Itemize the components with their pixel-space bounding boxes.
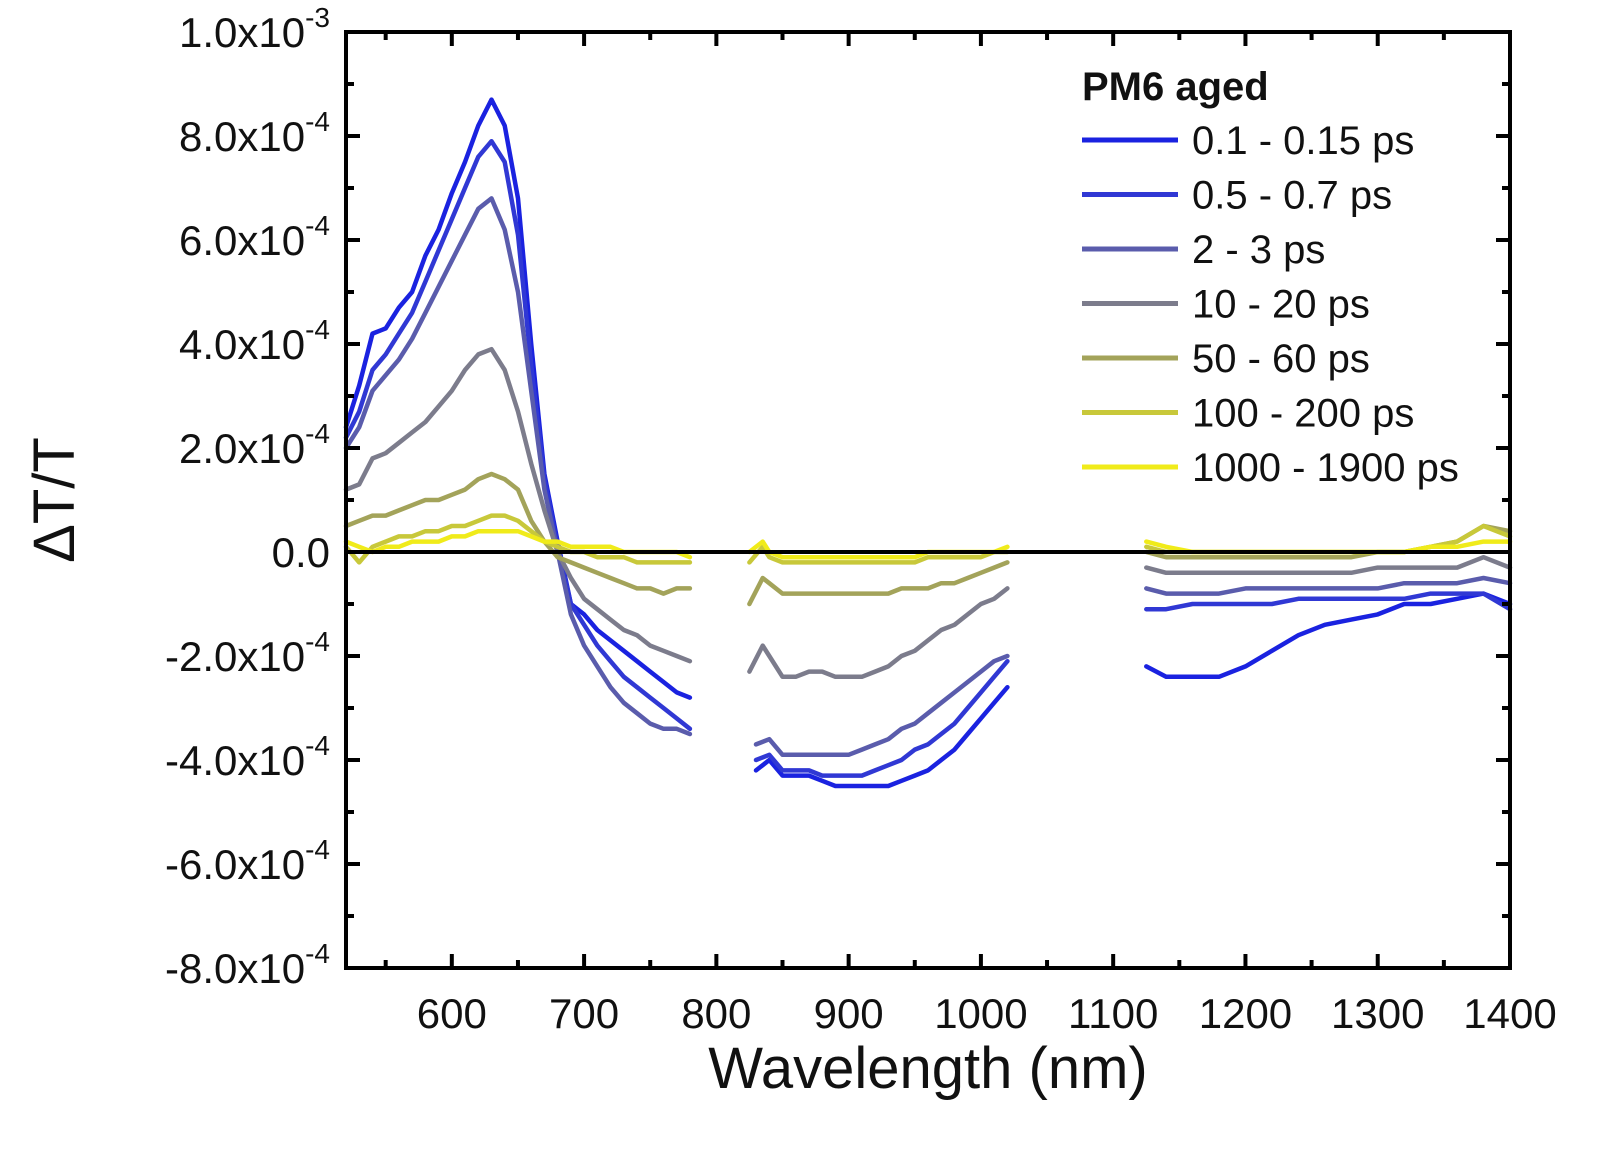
legend-label: 0.1 - 0.15 ps: [1192, 119, 1414, 163]
legend-entry-6: 100 - 200 ps: [1082, 392, 1414, 436]
x-tick-labels: 600 700 800 900 1000 1100 1200 1300 1400: [417, 990, 1557, 1037]
y-tick-label: -4.0x10-4: [165, 730, 330, 784]
y-tick-exponent: -4: [305, 626, 330, 657]
y-tick-exponent: -4: [305, 418, 330, 449]
series-1-segment-1: [343, 97, 693, 700]
legend-label: 0.5 - 0.7 ps: [1192, 174, 1392, 218]
legend-label: 50 - 60 ps: [1192, 337, 1370, 381]
series-5-segment-1: [343, 471, 693, 596]
x-tick-label: 800: [681, 990, 751, 1037]
legend-title: PM6 aged: [1082, 65, 1269, 109]
y-tick-label: 4.0x10-4: [179, 314, 330, 368]
legend-label: 1000 - 1900 ps: [1192, 446, 1459, 490]
y-tick-label: 2.0x10-4: [179, 418, 330, 472]
x-tick-label: 1200: [1199, 990, 1292, 1037]
y-tick-exponent: -4: [305, 938, 330, 969]
ticks-layer: [346, 30, 1512, 970]
y-tick-exponent: -4: [305, 106, 330, 137]
y-tick-labels: 1.0x10-38.0x10-46.0x10-44.0x10-42.0x10-4…: [165, 2, 330, 992]
y-axis-title: ΔT/T: [22, 437, 87, 563]
series-4-segment-1: [343, 346, 693, 664]
legend-entry-1: 0.1 - 0.15 ps: [1082, 119, 1414, 163]
legend-entry-4: 10 - 20 ps: [1082, 283, 1370, 327]
y-tick-label: 6.0x10-4: [179, 210, 330, 264]
y-tick-label: -2.0x10-4: [165, 626, 330, 680]
series-6-segment-1: [343, 513, 693, 565]
series-2-segment-3: [1144, 591, 1513, 612]
y-tick-label: 8.0x10-4: [179, 106, 330, 160]
y-tick-mantissa: 8.0x10: [179, 113, 305, 160]
y-tick-mantissa: 2.0x10: [179, 425, 305, 472]
series-4-segment-2: [747, 586, 1010, 680]
legend-label: 10 - 20 ps: [1192, 283, 1370, 327]
series-6-segment-2: [747, 544, 1010, 565]
x-tick-label: 1400: [1463, 990, 1556, 1037]
y-tick-exponent: -4: [305, 210, 330, 241]
legend-label: 2 - 3 ps: [1192, 228, 1325, 272]
series-3-segment-2: [753, 653, 1010, 758]
y-tick-mantissa: 6.0x10: [179, 217, 305, 264]
x-axis-title: Wavelength (nm): [708, 1036, 1147, 1101]
series-2-segment-1: [343, 138, 693, 732]
x-tick-label: 1100: [1068, 990, 1158, 1037]
y-tick-mantissa: 4.0x10: [179, 321, 305, 368]
y-tick-exponent: -3: [305, 2, 330, 33]
y-tick-label: 0.0: [272, 529, 330, 576]
legend-entry-7: 1000 - 1900 ps: [1082, 446, 1459, 490]
series-3-segment-3: [1144, 575, 1513, 596]
y-tick-mantissa: -4.0x10: [165, 737, 305, 784]
series-1-segment-2: [753, 684, 1010, 789]
legend-entry-2: 0.5 - 0.7 ps: [1082, 174, 1392, 218]
y-tick-exponent: -4: [305, 314, 330, 345]
x-tick-label: 1300: [1331, 990, 1424, 1037]
y-tick-exponent: -4: [305, 730, 330, 761]
x-tick-label: 600: [417, 990, 487, 1037]
series-1: [343, 97, 1513, 789]
y-tick-mantissa: 0.0: [272, 529, 330, 576]
y-tick-mantissa: -8.0x10: [165, 945, 305, 992]
legend-entries: 0.1 - 0.15 ps 0.5 - 0.7 ps 2 - 3 ps 10 - 20…: [1082, 119, 1459, 490]
series-2-segment-2: [753, 658, 1010, 778]
y-tick-exponent: -4: [305, 834, 330, 865]
y-tick-mantissa: -6.0x10: [165, 841, 305, 888]
x-tick-label: 900: [814, 990, 884, 1037]
series-3: [343, 196, 1513, 758]
x-tick-label: 700: [549, 990, 619, 1037]
series-1-segment-3: [1144, 591, 1513, 680]
legend-entry-3: 2 - 3 ps: [1082, 228, 1325, 272]
y-tick-label: -8.0x10-4: [165, 938, 330, 992]
series-4-segment-3: [1144, 554, 1513, 576]
x-tick-label: 1000: [934, 990, 1027, 1037]
series-3-segment-1: [343, 196, 693, 737]
series-4: [343, 346, 1513, 680]
y-tick-label: -6.0x10-4: [165, 834, 330, 888]
y-tick-mantissa: 1.0x10: [179, 9, 305, 56]
legend-entry-5: 50 - 60 ps: [1082, 337, 1370, 381]
series-2: [343, 138, 1513, 778]
y-tick-mantissa: -2.0x10: [165, 633, 305, 680]
legend-label: 100 - 200 ps: [1192, 392, 1414, 436]
y-tick-label: 1.0x10-3: [179, 2, 330, 56]
series-5-segment-2: [747, 560, 1010, 607]
legend: PM6 aged 0.1 - 0.15 ps 0.5 - 0.7 ps 2 - 3 …: [1082, 65, 1459, 490]
